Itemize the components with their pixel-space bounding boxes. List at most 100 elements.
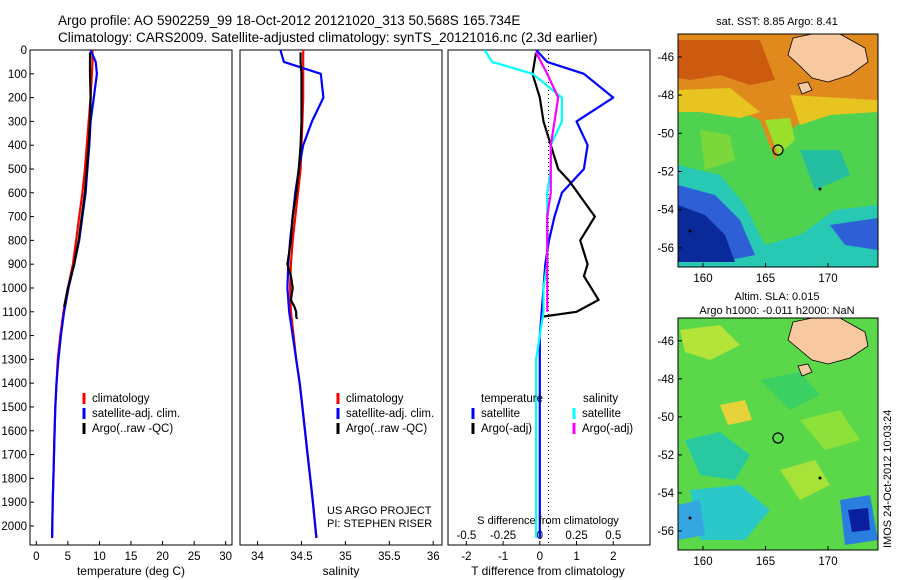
lat-tick-label: -54 [657,488,674,500]
sla-argo-marker [772,432,784,444]
depth-tick-label: 1600 [1,426,27,438]
salinity-panel: 34 34.5 35 35.5 36 salinity climatology satel… [239,49,443,578]
legend-label: climatology [92,393,150,405]
difference-xticks: -2 -1 0 1 2-0.5 -0.25 0 0.25 0.5 [456,530,621,563]
sst-map-panel: sat. SST: 8.85 Argo: 8.41 -46-48-50-52-5 [657,16,879,285]
difference-legend: temperature salinity satellite Argo(-adj) sa… [471,393,633,435]
secondary-x-tick-label: 0.25 [565,530,587,542]
sla-map-field [678,318,878,550]
depth-tick-label: 2000 [1,521,27,533]
sst-map-ticks: -46 -48 -50 -52 -54 -56 160 165 170 [657,52,837,285]
series-line-argo-raw-qc- [286,52,303,320]
sla-map-subtitle: Argo h1000: -0.011 h2000: NaN [699,305,854,317]
salinity-axes-box [239,49,443,546]
series-line-argo-raw-qc- [63,52,92,308]
depth-tick-label: 1000 [1,283,27,295]
depth-tick-label: 1100 [2,307,27,319]
lat-tick-label: -50 [657,412,674,424]
x-tick-label: 2 [610,551,616,563]
depth-tick-label: 1500 [1,402,27,414]
timestamp-watermark: IMOS 24-Oct-2012 10:03:24 [882,410,894,548]
depth-tick-label: 1300 [1,354,27,366]
lat-tick-label: -54 [657,205,674,217]
legend-label: climatology [346,393,404,405]
depth-tick-label: 1400 [1,378,27,390]
x-tick-label: -1 [498,551,508,563]
depth-tick-label: 1800 [1,473,27,485]
x-tick-label: 0 [33,551,39,563]
lat-tick-label: -48 [657,374,674,386]
depth-tick-label: 1200 [1,331,27,343]
lat-tick-label: -48 [657,90,674,102]
difference-panel: -2 -1 0 1 2-0.5 -0.25 0 0.25 0.5 T difference fr… [447,49,651,578]
depth-tick-label: 100 [8,69,27,81]
legend-label: Argo(-adj) [582,423,633,435]
sla-map-title: Altim. SLA: 0.015 [735,291,820,303]
legend-label: satellite [481,408,520,420]
lat-tick-label: -56 [657,243,674,255]
x-tick-label: 0 [537,551,543,563]
lon-tick-label: 165 [756,273,775,285]
difference-top-label: S difference from climatology [477,515,619,527]
depth-tick-label: 300 [8,116,27,128]
lat-tick-label: -46 [657,52,674,64]
x-tick-label: 10 [93,551,106,563]
lat-tick-label: -46 [657,336,674,348]
secondary-x-tick-label: 0.5 [605,530,621,542]
legend-label: Argo(-adj) [481,423,532,435]
temperature-xlabel: temperature (deg C) [77,564,185,578]
salinity-legend: climatology satellite-adj. clim. Argo(..ra… [336,393,434,435]
series-line-satellite-adj-clim- [279,50,325,539]
x-tick-label: 5 [65,551,71,563]
x-tick-label: 36 [427,551,440,563]
legend-label: satellite-adj. clim. [92,408,180,420]
legend-label: satellite-adj. clim. [346,408,434,420]
lat-tick-label: -56 [657,526,674,538]
depth-tick-label: 700 [8,212,27,224]
series-line-temperature-argo-adj- [531,52,600,318]
temperature-axes-box [29,49,233,546]
sst-map-field [678,34,878,267]
figure-title-line2: Climatology: CARS2009. Satellite-adjuste… [58,30,598,45]
lon-tick-label: 170 [818,273,837,285]
temperature-legend: climatology satellite-adj. clim. Argo(..ra… [82,393,180,435]
lat-tick-label: -52 [657,450,674,462]
legend-header-temperature: temperature [481,393,543,405]
difference-series [483,50,615,538]
series-line-salinity-satellite [483,50,564,538]
depth-tick-label: 600 [8,188,27,200]
lon-tick-label: 165 [756,556,775,568]
lon-tick-label: 160 [693,273,712,285]
secondary-x-tick-label: -0.25 [490,530,516,542]
project-annotation: US ARGO PROJECT [327,505,432,517]
legend-header-salinity: salinity [583,393,618,405]
lat-tick-label: -52 [657,167,674,179]
depth-tick-label: 400 [8,140,27,152]
x-tick-label: 1 [573,551,579,563]
lon-tick-label: 160 [693,556,712,568]
lon-tick-label: 170 [818,556,837,568]
depth-tick-label: 900 [8,259,27,271]
depth-tick-label: 500 [8,164,27,176]
x-tick-label: -2 [461,551,471,563]
temperature-series [51,50,99,538]
x-tick-label: 35 [339,551,352,563]
pi-annotation: PI: STEPHEN RISER [327,518,432,530]
temperature-xticks: 0 5 10 15 20 25 30 [33,541,232,563]
depth-tick-label: 800 [8,235,27,247]
figure-title-line1: Argo profile: AO 5902259_99 18-Oct-2012 … [58,13,520,28]
depth-tick-label: 0 [21,45,27,57]
depth-tick-label: 1900 [1,497,27,509]
temperature-yticks: 0 100 200 300 400 500 600 700 800 900 1000 1100 1200… [1,45,34,533]
x-tick-label: 15 [125,551,138,563]
sla-map-ticks: -46 -48 -50 -52 -54 -56 160 165 170 [657,336,837,568]
x-tick-label: 20 [156,551,169,563]
depth-tick-label: 1700 [1,450,27,462]
salinity-xlabel: salinity [323,564,360,578]
temperature-panel: 0100200300400500600700800900100011001200… [1,45,233,578]
legend-label: satellite [582,408,621,420]
sst-argo-marker [772,144,784,156]
difference-xlabel: T difference from climatology [471,564,625,578]
sla-map-panel: Altim. SLA: 0.015 Argo h1000: -0.011 h20… [657,291,879,568]
x-tick-label: 34.5 [290,551,312,563]
